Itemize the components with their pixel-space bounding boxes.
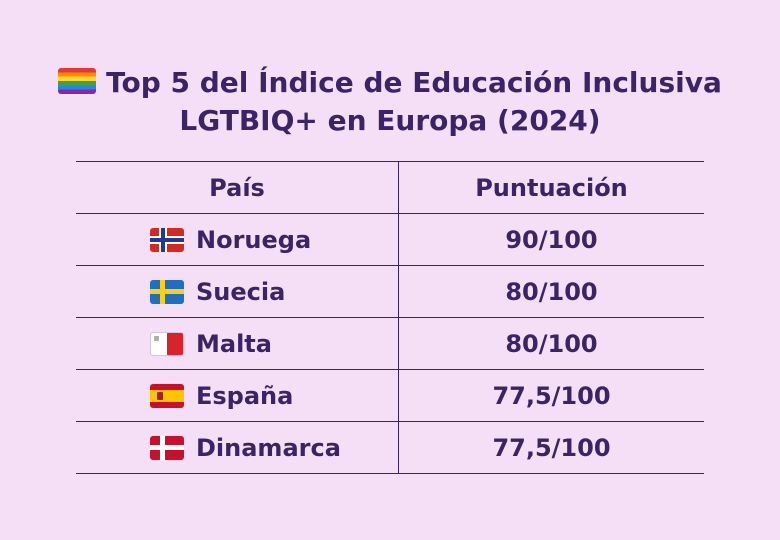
rainbow-flag-icon bbox=[58, 68, 97, 94]
title-line-2: LGTBIQ+ en Europa (2024) bbox=[179, 104, 601, 137]
denmark-flag-icon bbox=[150, 435, 184, 460]
ranking-table: País Puntuación Noruega 90/100 Suecia 80… bbox=[76, 161, 704, 474]
country-cell: Dinamarca bbox=[76, 421, 399, 474]
spain-flag-icon bbox=[150, 383, 184, 408]
table-row: Noruega 90/100 bbox=[76, 213, 704, 266]
table-row: Suecia 80/100 bbox=[76, 265, 704, 318]
sweden-flag-icon bbox=[150, 279, 184, 304]
header-score: Puntuación bbox=[398, 161, 704, 214]
country-name: Dinamarca bbox=[196, 433, 341, 462]
score-cell: 80/100 bbox=[398, 265, 704, 318]
score-cell: 77,5/100 bbox=[398, 369, 704, 422]
country-name: Malta bbox=[196, 329, 272, 358]
page-title: Top 5 del Índice de Educación Inclusiva … bbox=[0, 64, 780, 140]
country-name: Suecia bbox=[196, 277, 286, 306]
country-cell: Suecia bbox=[76, 265, 399, 318]
title-text-1: Top 5 del Índice de Educación Inclusiva bbox=[106, 66, 722, 99]
country-name: Noruega bbox=[196, 225, 312, 254]
country-name: España bbox=[196, 381, 294, 410]
score-cell: 77,5/100 bbox=[398, 421, 704, 474]
malta-flag-icon bbox=[150, 331, 184, 356]
norway-flag-icon bbox=[150, 227, 184, 252]
score-cell: 80/100 bbox=[398, 317, 704, 370]
country-cell: Malta bbox=[76, 317, 399, 370]
table-row: Malta 80/100 bbox=[76, 317, 704, 370]
table-header-row: País Puntuación bbox=[76, 161, 704, 214]
header-country: País bbox=[76, 161, 399, 214]
title-line-1: Top 5 del Índice de Educación Inclusiva bbox=[0, 64, 780, 102]
country-cell: España bbox=[76, 369, 399, 422]
country-cell: Noruega bbox=[76, 213, 399, 266]
table-row: España 77,5/100 bbox=[76, 369, 704, 422]
score-cell: 90/100 bbox=[398, 213, 704, 266]
table-row: Dinamarca 77,5/100 bbox=[76, 421, 704, 474]
